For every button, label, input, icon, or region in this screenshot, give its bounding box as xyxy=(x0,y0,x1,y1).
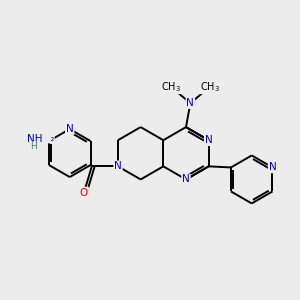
Text: N: N xyxy=(66,124,74,134)
Text: N: N xyxy=(114,161,122,171)
Text: N: N xyxy=(268,162,276,172)
Text: NH: NH xyxy=(27,134,42,144)
Text: ₂: ₂ xyxy=(42,134,55,143)
Text: N: N xyxy=(205,135,212,145)
Text: N: N xyxy=(182,174,190,184)
Text: CH$_3$: CH$_3$ xyxy=(200,80,220,94)
Text: O: O xyxy=(80,188,88,197)
Text: H: H xyxy=(30,142,37,151)
Text: CH$_3$: CH$_3$ xyxy=(161,80,181,94)
Text: N: N xyxy=(187,98,194,108)
